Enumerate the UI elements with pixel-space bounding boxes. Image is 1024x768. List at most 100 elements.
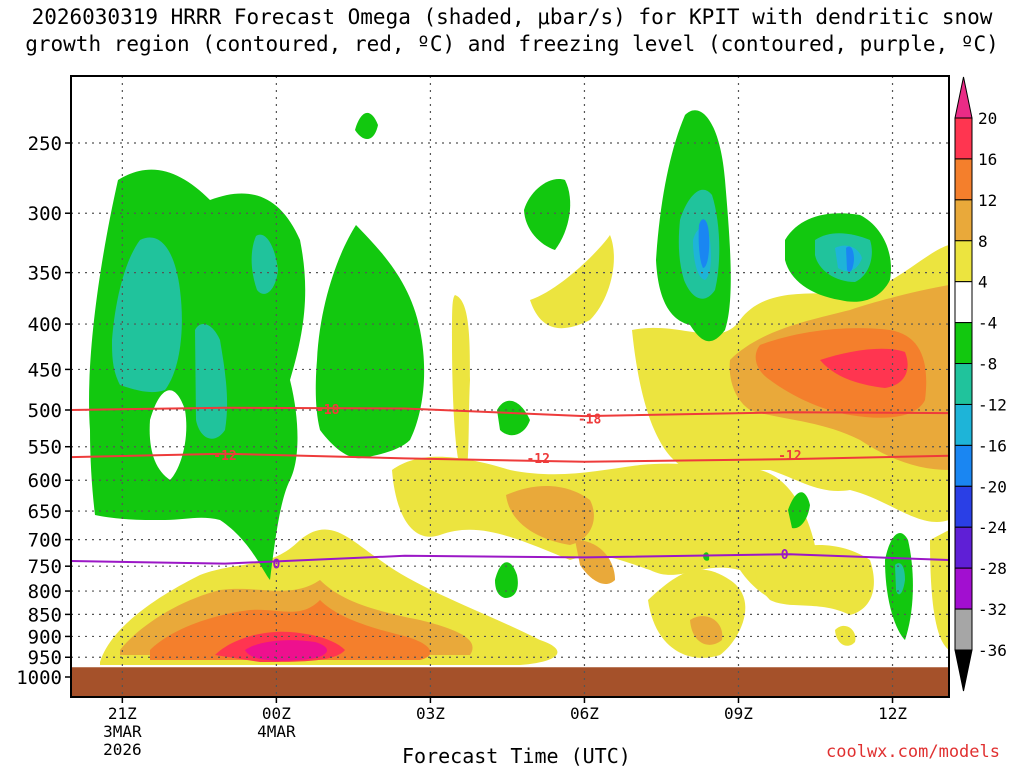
x-axis-title: Forecast Time (UTC) [402, 744, 631, 768]
colorbar-swatch-12 [954, 608, 973, 651]
contour-label-5: 0 [272, 558, 280, 573]
colorbar-top-arrow [954, 76, 973, 119]
omega-region-2 [452, 295, 470, 480]
contour-label-3: -12 [526, 452, 549, 467]
colorbar-label-0: 20 [978, 109, 997, 128]
contour-label-0: -18 [316, 403, 340, 418]
colorbar-label-9: -20 [978, 477, 1007, 496]
plot-frame [70, 75, 950, 698]
ytick-label-750: 750 [28, 556, 62, 578]
contour-label-1: -18 [578, 412, 602, 427]
colorbar-bottom-arrow [954, 649, 973, 692]
omega-region-14 [150, 600, 431, 660]
omega-region-20 [315, 225, 425, 459]
colorbar-swatch-11 [954, 567, 973, 610]
xtick-date-21Z: 3MAR [103, 722, 142, 741]
omega-region-7 [930, 530, 949, 650]
contour-label-2: -12 [213, 449, 236, 464]
colorbar-swatch-1 [954, 158, 973, 201]
omega-region-29 [703, 552, 710, 561]
omega-region-3 [530, 235, 614, 329]
ytick-label-600: 600 [28, 470, 62, 492]
dsg-contour-1 [70, 452, 950, 463]
colorbar-label-4: 4 [978, 273, 988, 292]
colorbar-label-10: -24 [978, 518, 1007, 537]
contour-label-6: 0 [781, 548, 789, 563]
colorbar-label-11: -28 [978, 559, 1007, 578]
temperature-contours: -18 -18 -12 -12 -12 0 0 [70, 403, 950, 573]
colorbar-swatch-4 [954, 281, 973, 324]
ground-layer [71, 667, 949, 697]
omega-region-1 [392, 456, 820, 605]
colorbar-swatch-7 [954, 403, 973, 446]
omega-region-12 [690, 616, 723, 645]
colorbar-label-5: -4 [978, 314, 997, 333]
title-line-1: 2026030319 HRRR Forecast Omega (shaded, … [31, 5, 993, 29]
omega-region-32 [251, 234, 278, 294]
colorbar-swatch-9 [954, 485, 973, 528]
ytick-label-250: 250 [28, 133, 62, 155]
omega-region-27 [788, 492, 810, 529]
xtick-label-03Z: 03Z [416, 704, 445, 723]
freezing-contour-0 [70, 553, 950, 565]
contour-label-4: -12 [778, 449, 801, 464]
omega-region-39 [846, 246, 854, 272]
omega-region-18 [245, 640, 327, 661]
ytick-label-650: 650 [28, 501, 62, 523]
colorbar: 20 16 12 8 4 -4 -8 -12 -16 -20 -24 -28 -32 -36 [954, 76, 1007, 692]
colorbar-label-6: -8 [978, 355, 997, 374]
ytick-label-350: 350 [28, 263, 62, 285]
ytick-label-450: 450 [28, 359, 62, 381]
xtick-label-12Z: 12Z [878, 704, 907, 723]
omega-region-22 [524, 179, 571, 250]
xtick-label-21Z: 21Z [108, 704, 137, 723]
ground-below-surface [71, 667, 949, 697]
xtick-year-21Z: 2026 [103, 740, 142, 759]
omega-region-5 [648, 569, 746, 658]
ytick-label-800: 800 [28, 581, 62, 603]
colorbar-swatch-6 [954, 363, 973, 405]
colorbar-label-3: 8 [978, 232, 988, 251]
omega-region-38 [698, 219, 710, 268]
ytick-label-500: 500 [28, 400, 62, 422]
chart-title: 2026030319 HRRR Forecast Omega (shaded, … [0, 4, 1024, 58]
colorbar-swatch-8 [954, 444, 973, 487]
xtick-label-00Z: 00Z [262, 704, 291, 723]
colorbar-label-8: -16 [978, 436, 1007, 455]
ytick-label-700: 700 [28, 530, 62, 552]
xtick-date-00Z: 4MAR [257, 722, 296, 741]
omega-shading [89, 110, 949, 665]
ytick-label-950: 950 [28, 647, 62, 669]
omega-region-10 [506, 485, 594, 545]
omega-region-24 [495, 562, 518, 598]
colorbar-label-12: -32 [978, 600, 1007, 619]
colorbar-swatch-5 [954, 322, 973, 365]
omega-region-35 [895, 563, 905, 595]
xtick-label-06Z: 06Z [570, 704, 599, 723]
ytick-label-850: 850 [28, 604, 62, 626]
title-line-2: growth region (contoured, red, ºC) and f… [25, 32, 999, 56]
omega-region-11 [575, 540, 615, 585]
dsg-contour-0 [70, 406, 950, 418]
ytick-label-400: 400 [28, 314, 62, 336]
omega-region-8 [835, 625, 856, 646]
xtick-label-09Z: 09Z [724, 704, 753, 723]
ytick-label-300: 300 [28, 203, 62, 225]
ytick-label-900: 900 [28, 626, 62, 648]
credit-link[interactable]: coolwx.com/models [826, 742, 1000, 762]
ytick-label-1000: 1000 [16, 667, 62, 689]
colorbar-swatch-3 [954, 240, 973, 283]
axes: 2503003504004505005506006507007508008509… [16, 75, 950, 759]
colorbar-label-13: -36 [978, 641, 1007, 660]
omega-region-17 [820, 348, 908, 388]
colorbar-label-1: 16 [978, 150, 997, 169]
colorbar-label-7: -12 [978, 395, 1007, 414]
omega-region-6 [755, 545, 874, 615]
colorbar-swatch-0 [954, 117, 973, 160]
omega-region-30 [112, 237, 182, 393]
colorbar-swatch-2 [954, 199, 973, 242]
colorbar-swatch-10 [954, 526, 973, 569]
omega-region-21 [355, 112, 378, 140]
colorbar-label-2: 12 [978, 191, 997, 210]
